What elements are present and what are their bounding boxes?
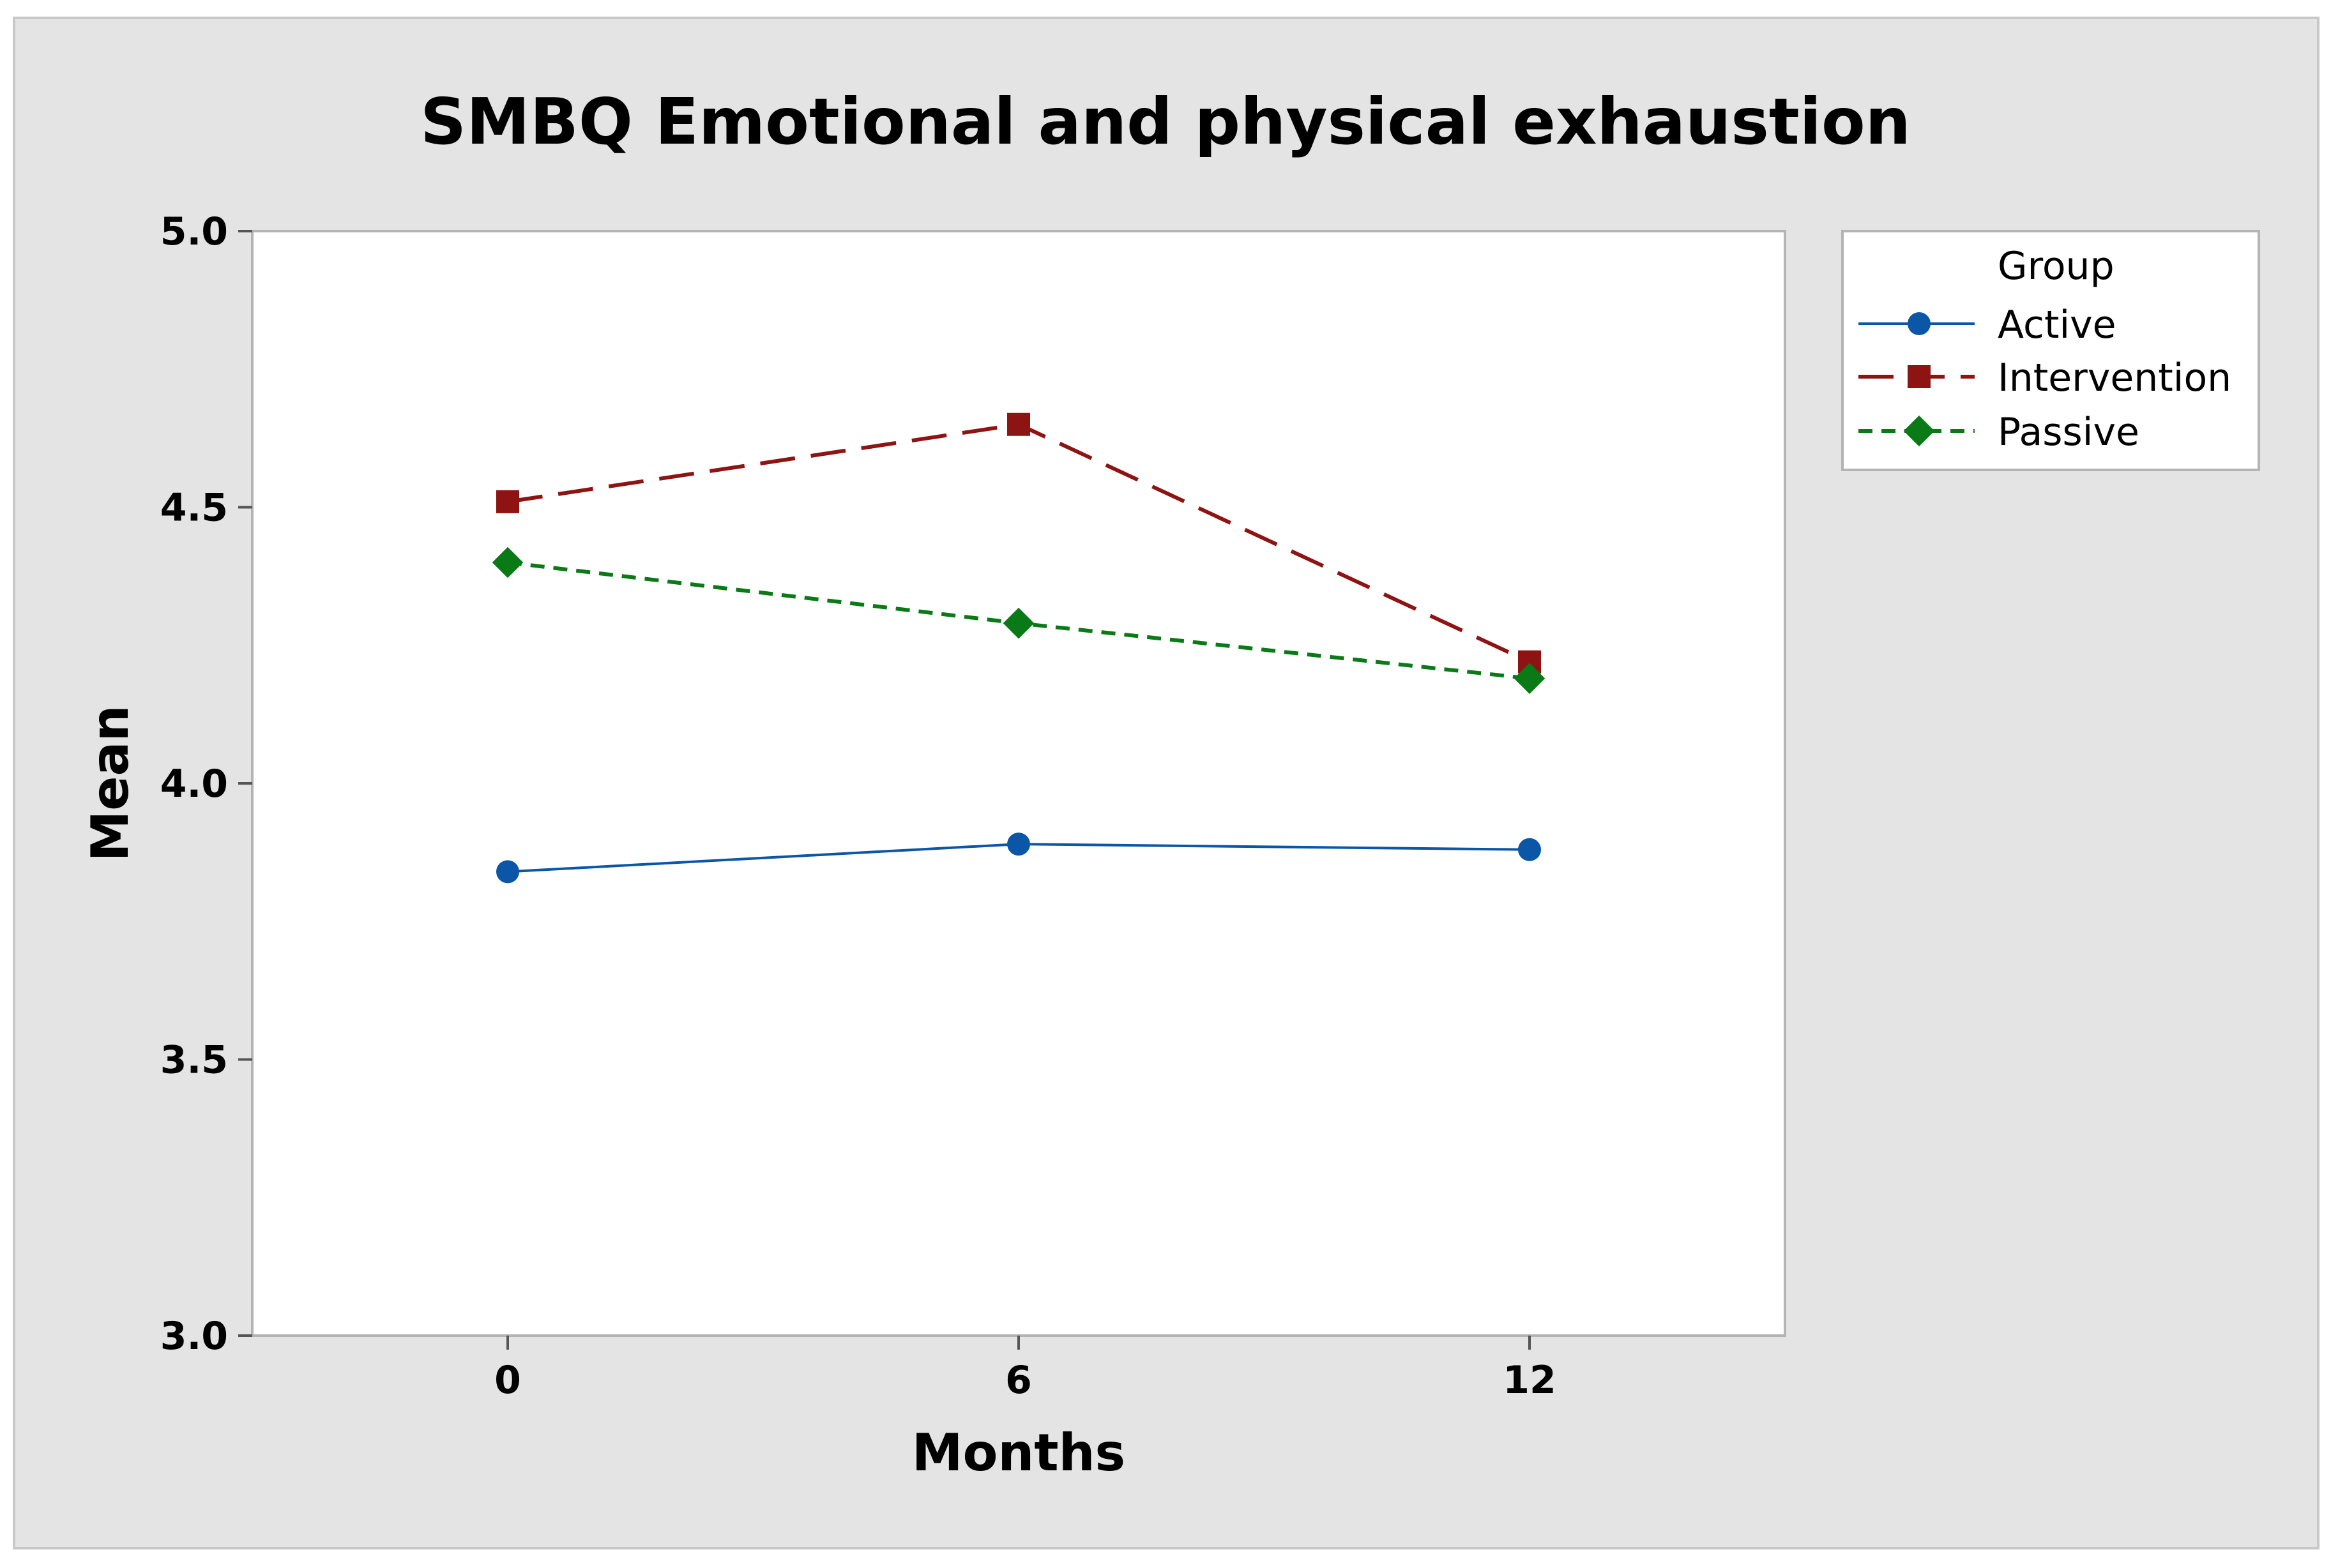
- legend: Group Active Intervention Passive: [1841, 230, 2260, 471]
- x-tick-label: 12: [1503, 1358, 1556, 1403]
- y-tick-label: 4.5: [160, 486, 228, 531]
- legend-marker-intervention: [1908, 365, 1931, 388]
- y-tick-label: 5.0: [160, 209, 228, 254]
- series-layer: [492, 412, 1545, 884]
- data-point-passive: [1003, 607, 1035, 639]
- legend-label-active: Active: [1998, 303, 2116, 347]
- data-point-passive: [1514, 663, 1545, 694]
- plot-area: [251, 230, 1786, 1337]
- data-point-active: [1518, 838, 1541, 861]
- y-axis-label: Mean: [80, 705, 140, 862]
- legend-items: Active Intervention Passive: [1858, 303, 2231, 455]
- y-tick-label: 3.0: [160, 1314, 228, 1359]
- series-intervention: [496, 412, 1541, 674]
- legend-label-intervention: Intervention: [1998, 356, 2231, 400]
- legend-title: Group: [1998, 244, 2115, 289]
- data-point-intervention: [1007, 412, 1030, 436]
- series-passive: [492, 547, 1545, 694]
- y-tick-label: 3.5: [160, 1038, 228, 1083]
- chart-title: SMBQ Emotional and physical exhaustion: [420, 84, 1911, 159]
- data-point-passive: [492, 547, 524, 578]
- legend-label-passive: Passive: [1998, 410, 2139, 455]
- data-point-active: [1007, 833, 1030, 856]
- x-tick-label: 0: [494, 1358, 521, 1403]
- x-axis-label: Months: [912, 1423, 1125, 1482]
- y-tick-label: 4.0: [160, 762, 228, 806]
- data-point-intervention: [496, 490, 519, 513]
- legend-marker-active: [1908, 312, 1931, 335]
- legend-marker-passive: [1903, 415, 1935, 447]
- x-tick-label: 6: [1005, 1358, 1032, 1403]
- x-axis: 0 6 12: [494, 1336, 1556, 1403]
- y-axis: 3.0 3.5 4.0 4.5 5.0: [160, 209, 252, 1359]
- series-active: [496, 833, 1541, 884]
- data-point-active: [496, 860, 519, 884]
